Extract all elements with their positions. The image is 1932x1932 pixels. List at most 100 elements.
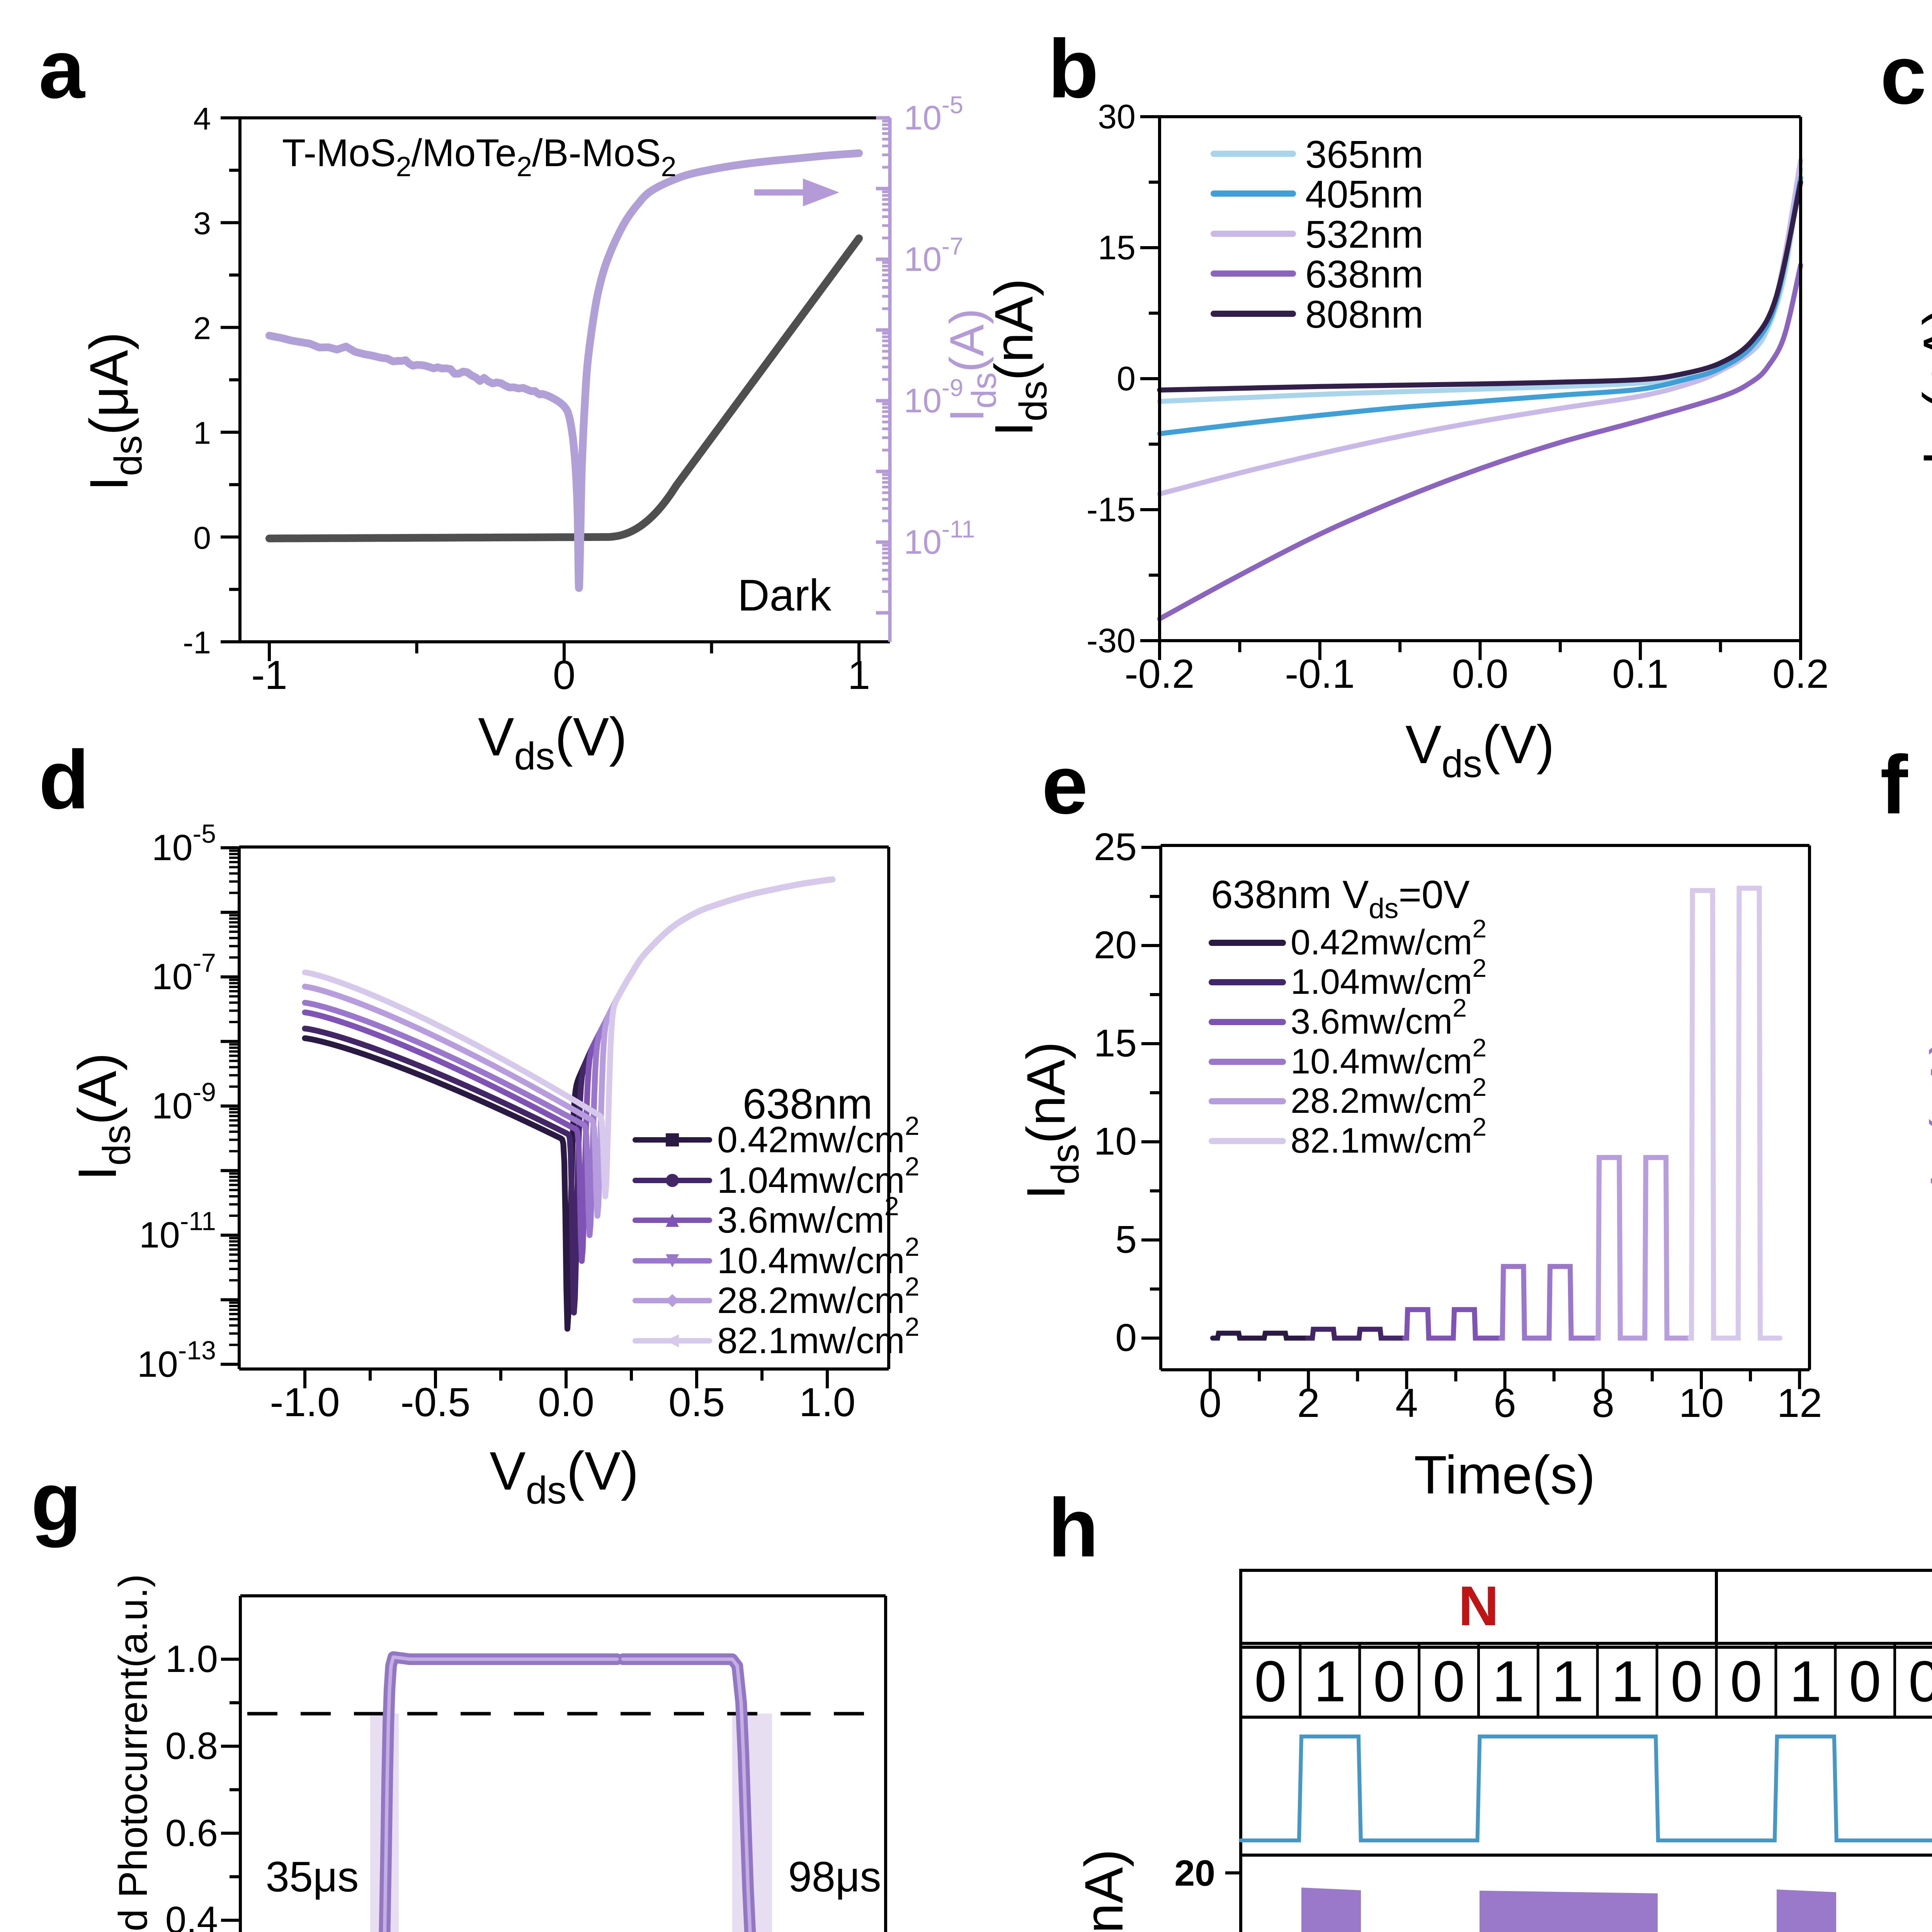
svg-text:Vds​(V): Vds​(V) — [1405, 714, 1554, 786]
svg-text:25: 25 — [1094, 825, 1137, 869]
svg-text:N: N — [1458, 1575, 1499, 1637]
svg-text:8: 8 — [1592, 1381, 1614, 1426]
svg-text:-1: -1 — [251, 653, 287, 698]
svg-text:15: 15 — [1094, 1022, 1137, 1065]
svg-text:638nm Vds​=0V: 638nm Vds​=0V — [1211, 872, 1470, 924]
svg-text:2: 2 — [193, 311, 211, 346]
svg-text:365nm: 365nm — [1305, 133, 1423, 176]
svg-text:Vds​(V): Vds​(V) — [478, 706, 627, 778]
svg-text:1: 1 — [193, 416, 211, 451]
svg-text:-1.0: -1.0 — [270, 1380, 340, 1425]
svg-text:82.1mw/cm2​: 82.1mw/cm2​ — [717, 1312, 920, 1361]
svg-text:3.6mw/cm2​: 3.6mw/cm2​ — [1291, 993, 1467, 1041]
svg-text:h: h — [1048, 1481, 1099, 1574]
svg-text:35μs: 35μs — [266, 1853, 359, 1901]
svg-text:5: 5 — [1115, 1218, 1137, 1261]
svg-text:20: 20 — [1094, 923, 1137, 967]
svg-text:3.6mw/cm2​: 3.6mw/cm2​ — [717, 1192, 899, 1241]
svg-text:1: 1 — [1314, 1649, 1346, 1714]
svg-text:1: 1 — [1789, 1649, 1821, 1714]
svg-text:0.42mw/cm2​: 0.42mw/cm2​ — [1291, 914, 1486, 962]
svg-text:0: 0 — [1254, 1649, 1286, 1714]
svg-text:10-13​: 10-13​ — [137, 1336, 216, 1385]
svg-text:b: b — [1048, 22, 1099, 115]
svg-text:Ids​(A): Ids​(A) — [67, 1053, 138, 1180]
svg-text:g: g — [31, 1455, 82, 1548]
svg-text:0: 0 — [1199, 1381, 1221, 1426]
svg-text:Ids​(nA): Ids​(nA) — [1015, 1041, 1087, 1199]
svg-text:10-9​: 10-9​ — [152, 1077, 216, 1126]
svg-text:28.2mw/cm2​: 28.2mw/cm2​ — [717, 1272, 920, 1321]
svg-text:20: 20 — [1174, 1853, 1215, 1894]
svg-text:1.0: 1.0 — [165, 1638, 218, 1680]
svg-text:-15: -15 — [1087, 490, 1136, 529]
svg-text:-0.1: -0.1 — [1285, 651, 1355, 697]
svg-text:-30: -30 — [1087, 621, 1136, 660]
svg-text:10: 10 — [1094, 1120, 1137, 1163]
svg-text:15: 15 — [1098, 228, 1136, 267]
svg-text:0: 0 — [193, 520, 211, 556]
svg-text:28.2mw/cm2​: 28.2mw/cm2​ — [1291, 1073, 1486, 1121]
svg-text:2: 2 — [1297, 1381, 1320, 1426]
svg-text:c: c — [1880, 28, 1927, 121]
svg-text:1: 1 — [1552, 1649, 1584, 1714]
svg-text:T-MoS2​/MoTe2​/B-MoS2​: T-MoS2​/MoTe2​/B-MoS2​ — [282, 131, 676, 182]
svg-text:0.5: 0.5 — [668, 1380, 725, 1425]
svg-text:638nm: 638nm — [743, 1080, 872, 1128]
svg-text:10-7​: 10-7​ — [152, 948, 216, 997]
svg-text:10-11​: 10-11​ — [139, 1207, 216, 1256]
svg-text:4: 4 — [1395, 1381, 1418, 1426]
svg-text:0: 0 — [1373, 1649, 1405, 1714]
svg-text:82.1mw/cm2​: 82.1mw/cm2​ — [1291, 1112, 1486, 1160]
svg-text:10.4mw/cm2​: 10.4mw/cm2​ — [717, 1232, 920, 1281]
svg-text:0: 0 — [1730, 1649, 1762, 1714]
svg-text:0.4: 0.4 — [165, 1899, 218, 1932]
svg-text:10-9​: 10-9​ — [904, 374, 963, 420]
svg-text:0.6: 0.6 — [165, 1811, 218, 1854]
svg-text:Ids​(nA): Ids​(nA) — [983, 278, 1055, 436]
svg-text:Ids​(μA): Ids​(μA) — [78, 332, 150, 491]
svg-text:a: a — [39, 22, 85, 116]
svg-text:Dark: Dark — [738, 571, 832, 620]
svg-text:0.2: 0.2 — [1772, 651, 1829, 697]
svg-text:Vds​(V): Vds​(V) — [490, 1440, 639, 1512]
svg-text:Time(s): Time(s) — [1414, 1444, 1595, 1505]
svg-text:-0.2: -0.2 — [1125, 651, 1195, 697]
svg-text:Ids​(nA): Ids​(nA) — [1073, 1849, 1145, 1932]
svg-text:0: 0 — [553, 653, 575, 698]
svg-text:98μs: 98μs — [788, 1853, 881, 1901]
svg-text:0: 0 — [1117, 359, 1136, 398]
svg-text:0: 0 — [1115, 1316, 1137, 1359]
svg-text:3: 3 — [193, 206, 211, 241]
svg-text:f: f — [1880, 738, 1908, 831]
svg-text:0.1: 0.1 — [1612, 651, 1668, 697]
svg-text:0: 0 — [1670, 1649, 1702, 1714]
svg-text:10-11​: 10-11​ — [904, 516, 975, 561]
svg-text:532nm: 532nm — [1305, 213, 1423, 256]
svg-text:10.4mw/cm2​: 10.4mw/cm2​ — [1291, 1033, 1486, 1081]
svg-text:10: 10 — [1679, 1381, 1724, 1426]
svg-text:10-5​: 10-5​ — [904, 92, 963, 137]
svg-text:0.8: 0.8 — [165, 1725, 218, 1767]
svg-text:0: 0 — [1908, 1649, 1932, 1714]
svg-text:0.0: 0.0 — [1452, 651, 1509, 697]
svg-text:Ids​(A): Ids​(A) — [940, 308, 1003, 422]
svg-text:0: 0 — [1433, 1649, 1465, 1714]
svg-text:0.0: 0.0 — [538, 1380, 594, 1425]
svg-text:d: d — [39, 733, 89, 826]
svg-text:4: 4 — [193, 101, 211, 136]
svg-text:1.04mw/cm2​: 1.04mw/cm2​ — [1291, 954, 1486, 1002]
svg-text:Ids​(nA): Ids​(nA) — [1912, 307, 1932, 465]
svg-text:1: 1 — [848, 653, 870, 698]
svg-text:1.04mw/cm2​: 1.04mw/cm2​ — [717, 1152, 920, 1201]
svg-text:12: 12 — [1777, 1381, 1822, 1426]
svg-text:638nm: 638nm — [1305, 253, 1423, 296]
svg-text:e: e — [1042, 738, 1088, 831]
svg-text:405nm: 405nm — [1305, 173, 1423, 216]
svg-text:0.42mw/cm2​: 0.42mw/cm2​ — [717, 1111, 920, 1160]
svg-text:-1: -1 — [183, 625, 211, 660]
svg-text:808nm: 808nm — [1305, 293, 1423, 336]
svg-text:1.0: 1.0 — [799, 1380, 855, 1425]
svg-text:10-5​: 10-5​ — [152, 819, 216, 868]
svg-text:-0.5: -0.5 — [401, 1380, 471, 1425]
